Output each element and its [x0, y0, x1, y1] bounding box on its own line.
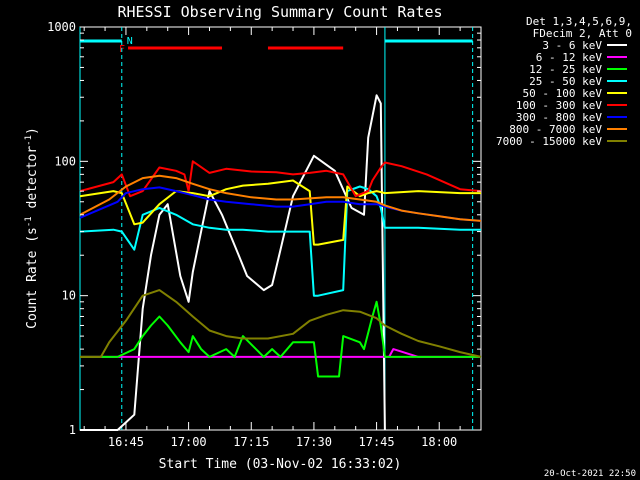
legend-item-label: 300 - 800 keV	[516, 111, 602, 124]
x-tick-label: 17:00	[171, 435, 207, 449]
x-axis-title: Start Time (03-Nov-02 16:33:02)	[159, 457, 402, 472]
x-tick-label: 17:30	[296, 435, 332, 449]
legend-item-label: 12 - 25 keV	[529, 63, 602, 76]
series-line	[80, 300, 481, 378]
legend: Det 1,3,4,5,6,9,FDecim 2, Att 03 - 6 keV…	[496, 15, 632, 148]
legend-item-label: 7000 - 15000 keV	[496, 135, 602, 148]
y-axis-title-part: Count Rate (s	[25, 227, 40, 329]
legend-item-label: 50 - 100 keV	[523, 87, 603, 100]
x-tick-label: 16:45	[108, 435, 144, 449]
series-lines	[79, 94, 482, 431]
y-tick-label: 10	[62, 289, 76, 303]
axis-ticks: 16:45 17:00 17:15 17:30 17:45 18:00 1 10 100 1000	[47, 20, 482, 449]
y-axis-title: Count Rate (s-1 detector-1)	[24, 127, 40, 329]
series-line	[79, 179, 481, 246]
legend-item-label: 800 - 7000 keV	[509, 123, 602, 136]
y-axis-title-sup: -1	[24, 135, 34, 146]
series-line	[79, 174, 482, 222]
flag-label: N	[127, 36, 133, 47]
attenuator-flags: FN	[80, 36, 473, 55]
series-line	[80, 289, 482, 358]
series-line	[79, 185, 481, 297]
y-axis-title-part: detector	[25, 146, 40, 217]
legend-title-line: Det 1,3,4,5,6,9,	[526, 15, 632, 28]
series-line	[79, 160, 482, 198]
x-tick-label: 17:45	[359, 435, 395, 449]
y-tick-label: 1000	[47, 20, 76, 34]
y-axis-title-sup: -1	[24, 216, 34, 227]
legend-item-label: 3 - 6 keV	[542, 39, 602, 52]
y-axis-title-part: )	[25, 127, 40, 135]
timestamp: 20-Oct-2021 22:50	[544, 469, 636, 479]
legend-item-label: 100 - 300 keV	[516, 99, 602, 112]
legend-item-label: 6 - 12 keV	[536, 51, 603, 64]
chart-title: RHESSI Observing Summary Count Rates	[117, 3, 442, 21]
x-tick-label: 18:00	[421, 435, 457, 449]
y-tick-label: 1	[69, 423, 76, 437]
series-line	[80, 94, 386, 431]
legend-title-line: FDecim 2, Att 0	[533, 27, 632, 40]
x-tick-label: 17:15	[233, 435, 269, 449]
legend-item-label: 25 - 50 keV	[529, 75, 602, 88]
y-tick-label: 100	[54, 154, 76, 168]
